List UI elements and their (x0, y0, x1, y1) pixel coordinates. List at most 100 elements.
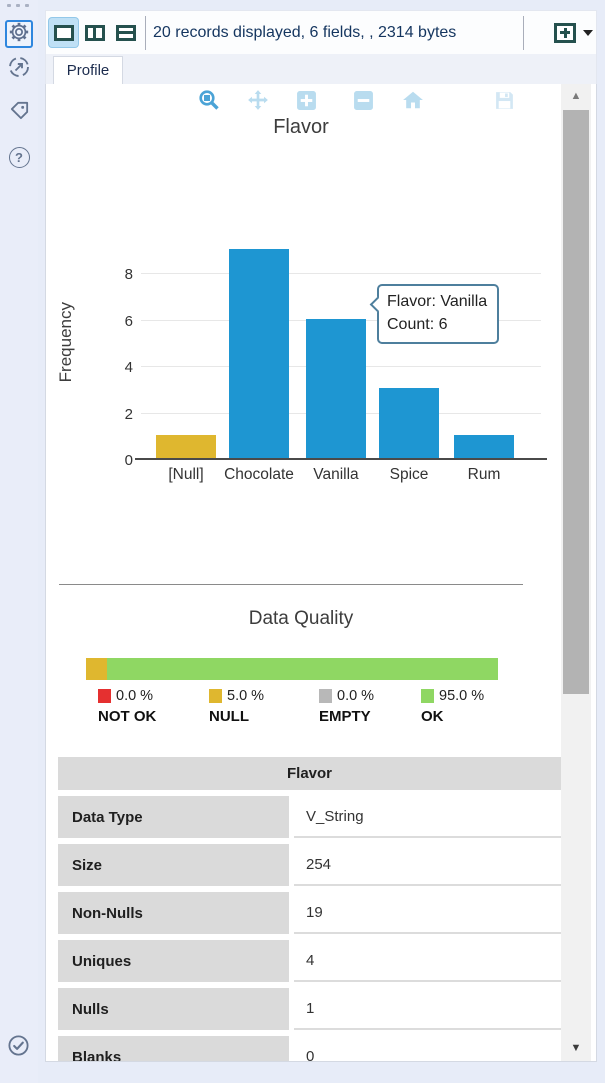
dq-percent-row: 5.0 % (209, 688, 264, 704)
layout-single-pane-button[interactable] (49, 18, 78, 47)
bar-null[interactable] (156, 434, 216, 458)
table-row: Blanks 0 (58, 1036, 561, 1061)
new-window-plus-icon (554, 22, 576, 43)
row-label-cell: Size (58, 844, 289, 886)
x-category-label: Rum (467, 466, 501, 483)
x-category-label: Spice (389, 466, 429, 483)
row-value-cell: 0 (294, 1036, 561, 1061)
field-summary-table: Flavor Data Type V_String Size 254 Non-Nulls… (58, 757, 561, 1061)
status-check (4, 1034, 32, 1062)
dq-legend-item-notok: 0.0 % NOT OK (98, 688, 156, 725)
open-new-window-button[interactable] (551, 19, 579, 46)
zoom-out-icon (353, 90, 373, 110)
table-row: Nulls 1 (58, 988, 561, 1030)
dq-percent-text: 95.0 % (439, 688, 485, 704)
sidebar-item-run[interactable] (5, 55, 33, 83)
dq-swatch (98, 689, 111, 703)
y-axis-title: Frequency (56, 301, 75, 383)
y-tick-label: 6 (124, 312, 133, 330)
split-vertical-icon (84, 24, 105, 41)
dq-legend-item-ok: 95.0 % OK (421, 688, 484, 725)
bar-vanilla[interactable] (306, 318, 366, 458)
scroll-up-arrow[interactable]: ▲ (570, 90, 582, 102)
dq-segment (106, 658, 498, 680)
bar-spice[interactable] (379, 388, 439, 458)
dq-percent-text: 0.0 % (337, 688, 375, 704)
dq-percent-text: 5.0 % (227, 688, 265, 704)
zoom-in-icon (296, 90, 316, 110)
x-category-label: Vanilla (313, 466, 359, 483)
results-panel: 20 records displayed, 6 fields, , 2314 b… (45, 10, 597, 1062)
tag-icon (8, 99, 31, 127)
chart-pan-button[interactable] (246, 88, 270, 112)
row-label-cell: Nulls (58, 988, 289, 1030)
dq-label: EMPTY (319, 708, 371, 725)
x-axis-line (135, 458, 547, 460)
row-value-cell: 254 (294, 844, 561, 886)
layout-split-vertical-button[interactable] (80, 18, 109, 47)
table-row: Uniques 4 (58, 940, 561, 982)
tab-profile[interactable]: Profile (53, 56, 123, 84)
question-icon: ? (8, 146, 30, 168)
scrollbar-thumb[interactable] (563, 110, 589, 694)
dq-label: OK (421, 708, 444, 725)
sidebar-item-help[interactable]: ? (5, 143, 33, 171)
row-value-cell: V_String (294, 796, 561, 838)
pan-icon (248, 90, 268, 110)
check-circle-icon (7, 1034, 30, 1062)
y-tick-label: 2 (124, 405, 133, 423)
chart-zoom-out-button[interactable] (351, 88, 375, 112)
row-label-cell: Non-Nulls (58, 892, 289, 934)
table-row: Size 254 (58, 844, 561, 886)
scroll-down-arrow[interactable]: ▼ (570, 1042, 582, 1054)
dq-legend-item-null: 5.0 % NULL (209, 688, 264, 725)
table-row: Data Type V_String (58, 796, 561, 838)
x-category-label: Chocolate (224, 466, 294, 483)
row-value-cell: 19 (294, 892, 561, 934)
x-category-label: [Null] (168, 466, 204, 483)
tooltip-line-1: Flavor: Vanilla (387, 293, 488, 310)
bar-rum[interactable] (454, 434, 514, 458)
row-label-cell: Uniques (58, 940, 289, 982)
sidebar-item-settings[interactable] (5, 20, 33, 48)
record-count-status: 20 records displayed, 6 fields, , 2314 b… (153, 24, 457, 41)
drag-handle-dots (7, 4, 29, 7)
data-quality-bar (86, 658, 498, 680)
zoom-icon (199, 90, 219, 110)
chart-home-button[interactable] (401, 88, 425, 112)
dq-percent-row: 0.0 % (319, 688, 374, 704)
toolbar-separator (145, 16, 146, 50)
dq-label: NOT OK (98, 708, 157, 725)
row-label-cell: Data Type (58, 796, 289, 838)
y-tick-label: 0 (124, 452, 133, 469)
tab-strip: Profile (45, 54, 597, 84)
row-value-cell: 4 (294, 940, 561, 982)
profile-content: Flavor 0 2 4 6 8 Frequency [Null] Chocolate Vani… (45, 84, 597, 1062)
section-divider (59, 584, 523, 585)
sidebar-item-annotation[interactable] (5, 99, 33, 127)
tooltip-notch (369, 296, 385, 313)
dq-swatch (209, 689, 222, 703)
home-icon (403, 91, 423, 109)
chart-tooltip: Flavor: Vanilla Count: 6 (369, 284, 500, 345)
chart-toolbar (46, 88, 596, 114)
results-toolbar: 20 records displayed, 6 fields, , 2314 b… (45, 10, 597, 54)
bar-chocolate[interactable] (229, 249, 289, 458)
vertical-scrollbar[interactable]: ▲ ▼ (561, 84, 591, 1061)
chart-zoom-in-button[interactable] (294, 88, 318, 112)
dq-percent-row: 95.0 % (421, 688, 484, 704)
chart-zoom-button[interactable] (197, 88, 221, 112)
field-table-header: Flavor (58, 757, 561, 790)
single-pane-icon (53, 24, 74, 41)
row-label-cell: Blanks (58, 1036, 289, 1061)
save-icon (495, 91, 513, 109)
layout-split-horizontal-button[interactable] (111, 18, 140, 47)
chart-save-button[interactable] (492, 88, 516, 112)
dq-segment (86, 658, 107, 680)
dq-percent-row: 0.0 % (98, 688, 156, 704)
bar-chart: 0 2 4 6 8 Frequency [Null] Chocolate Vanilla Spic… (56, 224, 547, 483)
toolbar-separator (523, 16, 524, 50)
run-workflow-icon (7, 55, 31, 84)
dq-percent-text: 0.0 % (116, 688, 154, 704)
new-window-dropdown-caret[interactable] (583, 30, 593, 36)
